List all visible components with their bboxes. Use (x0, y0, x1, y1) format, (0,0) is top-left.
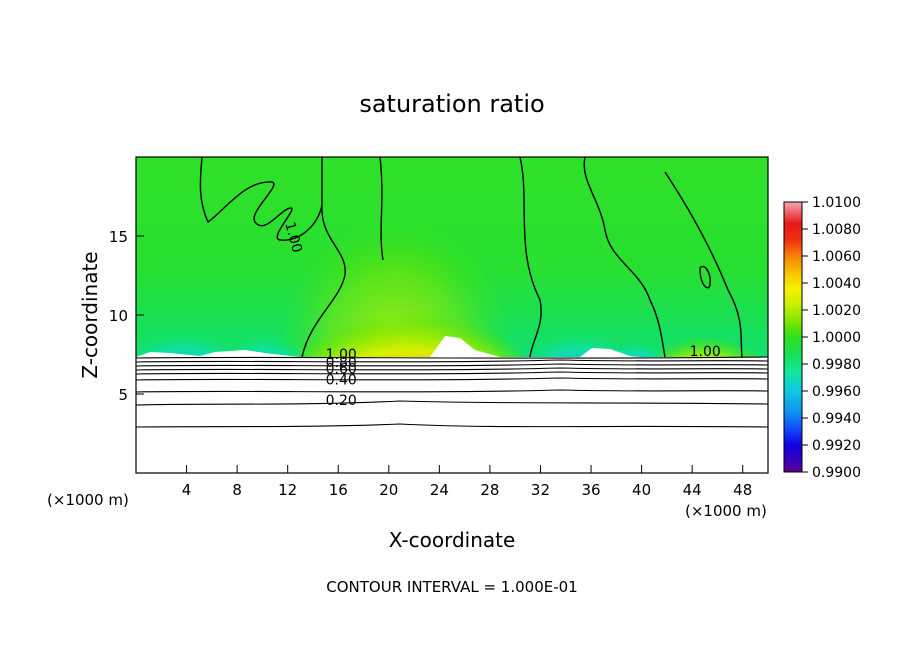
colorbar: 1.0100 1.0080 1.0060 1.0040 1.0020 1.0000 0.99… (783, 195, 861, 481)
x-tick-label: 40 (632, 481, 651, 499)
contour-line-1.00 (199, 157, 323, 241)
x-tick-label: 48 (733, 481, 752, 499)
x-tick-label: 20 (379, 481, 398, 499)
contour-interval-note: CONTOUR INTERVAL = 1.000E-01 (326, 578, 577, 596)
surface-bump (136, 350, 300, 357)
contour-label: 0.40 (326, 373, 357, 389)
contour-line-1.00 (664, 171, 743, 358)
contour-label: 1.00 (690, 344, 721, 360)
contour-label: 1.00 (326, 347, 357, 363)
colorbar-label: 0.9960 (812, 384, 861, 400)
contour-line (136, 367, 768, 371)
y-axis-label: Z-coordinate (78, 251, 102, 378)
colorbar-label: 1.0100 (812, 195, 861, 211)
colorbar-gradient (783, 201, 803, 473)
x-axis-label: X-coordinate (389, 528, 516, 552)
contour-line-1.00 (379, 157, 384, 261)
contour-label: 1.00 (281, 220, 305, 254)
x-axis: 4 8 12 16 20 24 28 32 36 40 44 48 (182, 465, 752, 499)
x-tick-label: 8 (232, 481, 242, 499)
contour-line (136, 363, 768, 367)
y-tick-label: 5 (118, 386, 128, 404)
chart-title: saturation ratio (359, 90, 544, 118)
contour-label: 0.80 (326, 355, 357, 371)
colorbar-label: 1.0040 (812, 276, 861, 292)
colorbar-label: 1.0080 (812, 222, 861, 238)
contour-label: 0.20 (326, 393, 357, 409)
colorbar-label: 1.0000 (812, 330, 861, 346)
colorbar-label: 0.9980 (812, 357, 861, 373)
x-tick-label: 44 (683, 481, 702, 499)
contour-line (136, 400, 768, 406)
y-tick-label: 15 (109, 228, 128, 246)
lower-region (136, 357, 768, 473)
x-tick-label: 32 (531, 481, 550, 499)
contour-line-1.00 (519, 157, 542, 358)
colorbar-label: 0.9940 (812, 411, 861, 427)
surface-bump (430, 336, 500, 357)
plot-area: 1.001.001.000.800.600.400.20 (136, 157, 768, 473)
y-tick-label: 10 (109, 307, 128, 325)
colorbar-label: 1.0060 (812, 249, 861, 265)
x-tick-label: 16 (329, 481, 348, 499)
stratified-contours (136, 356, 768, 428)
surface-bump (580, 348, 640, 357)
contour-line (136, 359, 768, 363)
colorbar-label: 0.9900 (812, 465, 861, 481)
y-axis: 5 10 15 (109, 228, 144, 404)
colorbar-label: 0.9920 (812, 438, 861, 454)
contour-line-1.00 (699, 265, 712, 289)
x-tick-label: 24 (430, 481, 449, 499)
contour-line (136, 389, 768, 393)
contour-line-1.00 (583, 157, 666, 358)
contour-line (136, 377, 768, 381)
x-tick-label: 36 (581, 481, 600, 499)
contour-line-1.00 (301, 204, 346, 358)
contour-line (136, 356, 768, 359)
x-tick-label: 28 (480, 481, 499, 499)
x-tick-label: 12 (278, 481, 297, 499)
x-unit-right: (×1000 m) (685, 502, 767, 520)
contour-label: 0.60 (326, 361, 357, 377)
contour-line (136, 371, 768, 375)
colorbar-label: 1.0020 (812, 303, 861, 319)
x-tick-label: 4 (182, 481, 192, 499)
x-unit-left: (×1000 m) (47, 491, 129, 509)
contour-line (136, 423, 768, 428)
